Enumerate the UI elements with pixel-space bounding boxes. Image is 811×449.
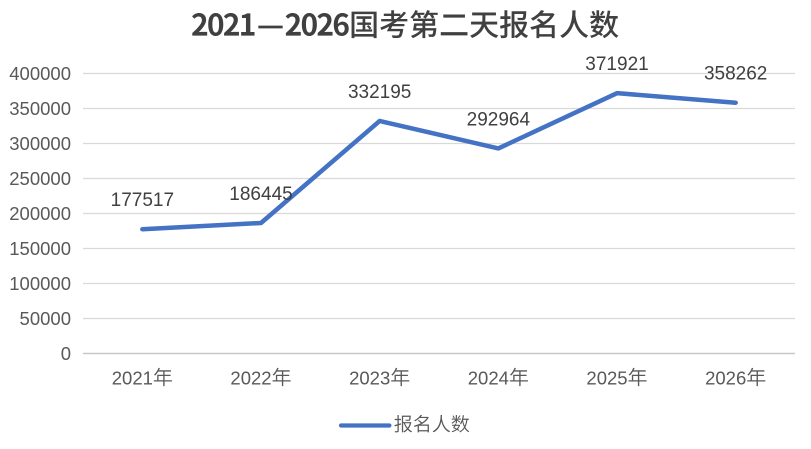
svg-text:2023: 2023 [349,368,390,389]
svg-text:50000: 50000 [20,308,71,329]
svg-text:186445: 186445 [229,184,292,205]
svg-text:332195: 332195 [348,82,411,103]
svg-text:150000: 150000 [9,238,71,259]
svg-text:100000: 100000 [9,273,71,294]
svg-text:2021: 2021 [112,368,153,389]
svg-text:2024: 2024 [468,368,509,389]
svg-text:0: 0 [61,343,71,364]
svg-text:2022: 2022 [230,368,271,389]
svg-text:292964: 292964 [467,109,531,130]
svg-text:177517: 177517 [111,190,174,211]
svg-text:250000: 250000 [9,168,71,189]
svg-text:371921: 371921 [585,54,648,75]
svg-text:358262: 358262 [704,64,767,85]
svg-text:2025: 2025 [586,368,627,389]
svg-text:200000: 200000 [9,203,71,224]
svg-text:400000: 400000 [9,63,71,84]
svg-text:2026: 2026 [705,368,746,389]
svg-text:300000: 300000 [9,133,71,154]
svg-text:350000: 350000 [9,98,71,119]
